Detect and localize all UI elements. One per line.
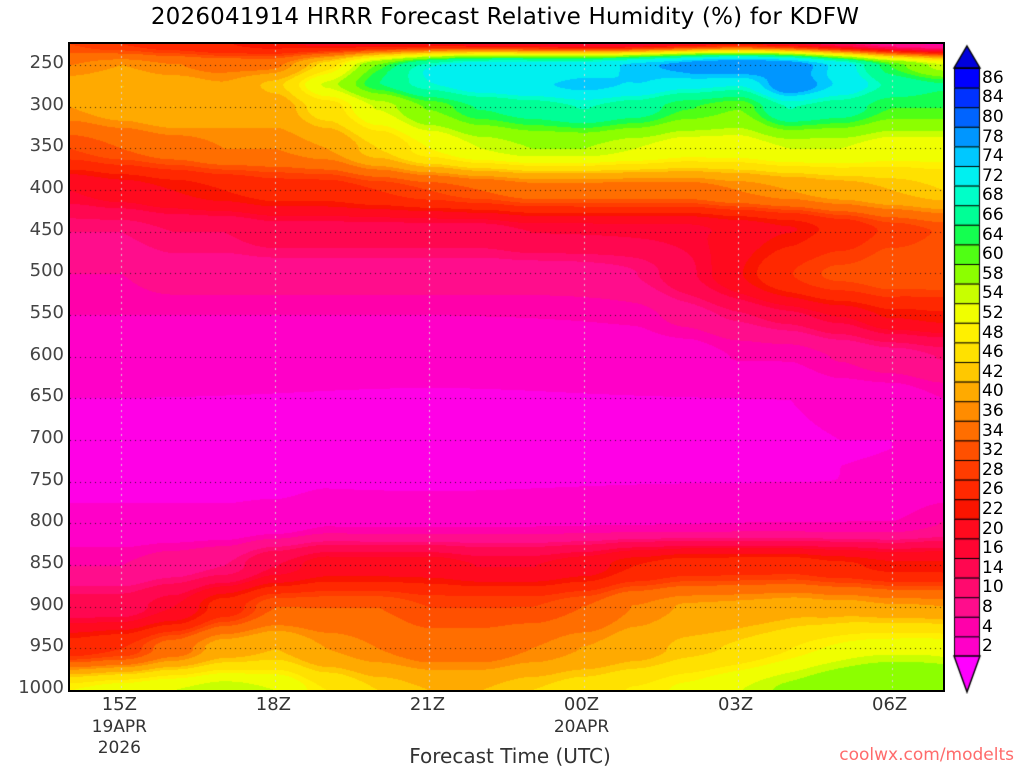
y-axis-tick: 450 (29, 218, 64, 240)
colorbar-gradient (952, 44, 982, 694)
colorbar-tick: 46 (982, 342, 1004, 363)
x-axis-tick-label: 06Z (872, 694, 908, 715)
colorbar-tick: 36 (982, 401, 1004, 421)
y-axis-tick: 650 (29, 385, 64, 407)
colorbar-tick: 10 (982, 577, 1004, 598)
colorbar-labels: 86 84 80 78 74 72 68 66 64 60 58 54 52 48 46 42 40 36 34 32… (982, 44, 1024, 694)
y-axis-tick: 300 (29, 93, 64, 115)
colorbar[interactable]: 86 84 80 78 74 72 68 66 64 60 58 54 52 48 46 42 40 36 34 32… (952, 44, 1024, 694)
y-axis-tick: 400 (29, 176, 64, 198)
x-axis-tick-label: 15Z (101, 694, 137, 715)
x-axis-tick-label: 03Z (717, 694, 754, 715)
x-axis-year-label: 2026 (97, 737, 141, 758)
colorbar-tick: 14 (982, 557, 1004, 578)
y-axis-tick: 600 (29, 343, 64, 365)
y-axis-tick: 950 (29, 635, 64, 657)
colorbar-tick: 48 (982, 322, 1004, 343)
colorbar-tick: 78 (982, 126, 1004, 147)
x-axis-tick-label: 18Z (255, 694, 292, 715)
y-axis-labels: 250 300 350 400 450 500 550 600 650 700 750 800 850 9… (0, 42, 64, 696)
x-axis-tick: 15Z 19APR 2026 (74, 694, 164, 759)
colorbar-tick: 72 (982, 165, 1004, 186)
y-axis-tick: 750 (29, 468, 64, 490)
x-axis-tick: 18Z (228, 694, 318, 717)
colorbar-tick: 16 (982, 538, 1004, 559)
colorbar-tick: 40 (982, 381, 1004, 402)
x-axis-title: Forecast Time (UTC) (409, 744, 611, 768)
colorbar-tick: 58 (982, 263, 1004, 284)
x-axis-tick: 00Z 20APR (537, 694, 627, 738)
x-axis-tick: 03Z (691, 694, 781, 717)
colorbar-tick: 42 (982, 361, 1004, 382)
colorbar-tick: 84 (982, 87, 1004, 108)
colorbar-tick: 64 (982, 224, 1004, 245)
y-axis-tick: 700 (29, 426, 64, 448)
y-axis-tick: 250 (29, 51, 64, 73)
colorbar-tick: 4 (982, 616, 993, 637)
x-axis-date-label: 20APR (553, 716, 610, 737)
y-axis-tick: 1000 (18, 677, 64, 698)
x-axis-tick-label: 21Z (409, 694, 446, 715)
y-axis-tick: 900 (29, 593, 64, 615)
colorbar-tick: 60 (982, 244, 1004, 265)
colorbar-tick: 26 (982, 479, 1004, 500)
colorbar-tick: 52 (982, 303, 1004, 323)
y-axis-tick: 500 (29, 260, 64, 282)
x-axis-tick: 06Z (845, 694, 935, 717)
plot-area (68, 42, 945, 692)
y-axis-tick: 350 (29, 135, 64, 157)
colorbar-tick: 86 (982, 67, 1004, 88)
colorbar-tick: 2 (982, 636, 993, 657)
colorbar-tick: 34 (982, 420, 1004, 441)
page-title: 2026041914 HRRR Forecast Relative Humidi… (150, 4, 860, 30)
colorbar-tick: 20 (982, 518, 1004, 539)
colorbar-tick: 80 (982, 107, 1004, 127)
x-axis-date-label: 19APR (91, 716, 147, 737)
x-axis-labels: 15Z 19APR 2026 18Z 21Z 00Z 20APR 03Z 06Z (68, 694, 945, 768)
y-axis-tick: 550 (29, 301, 64, 323)
colorbar-tick: 22 (982, 499, 1004, 519)
colorbar-tick: 74 (982, 146, 1004, 167)
colorbar-tick: 32 (982, 440, 1004, 461)
x-axis-tick: 21Z (382, 694, 472, 717)
colorbar-tick: 8 (982, 597, 993, 617)
y-axis-tick: 800 (29, 510, 64, 532)
grid-overlay (70, 44, 943, 690)
colorbar-tick: 66 (982, 205, 1004, 225)
x-axis-tick-label: 00Z (563, 694, 600, 715)
colorbar-tick: 54 (982, 283, 1004, 304)
colorbar-tick: 68 (982, 185, 1004, 206)
y-axis-tick: 850 (29, 551, 64, 573)
watermark-link[interactable]: coolwx.com/modelts (839, 745, 1014, 765)
colorbar-tick: 28 (982, 459, 1004, 480)
